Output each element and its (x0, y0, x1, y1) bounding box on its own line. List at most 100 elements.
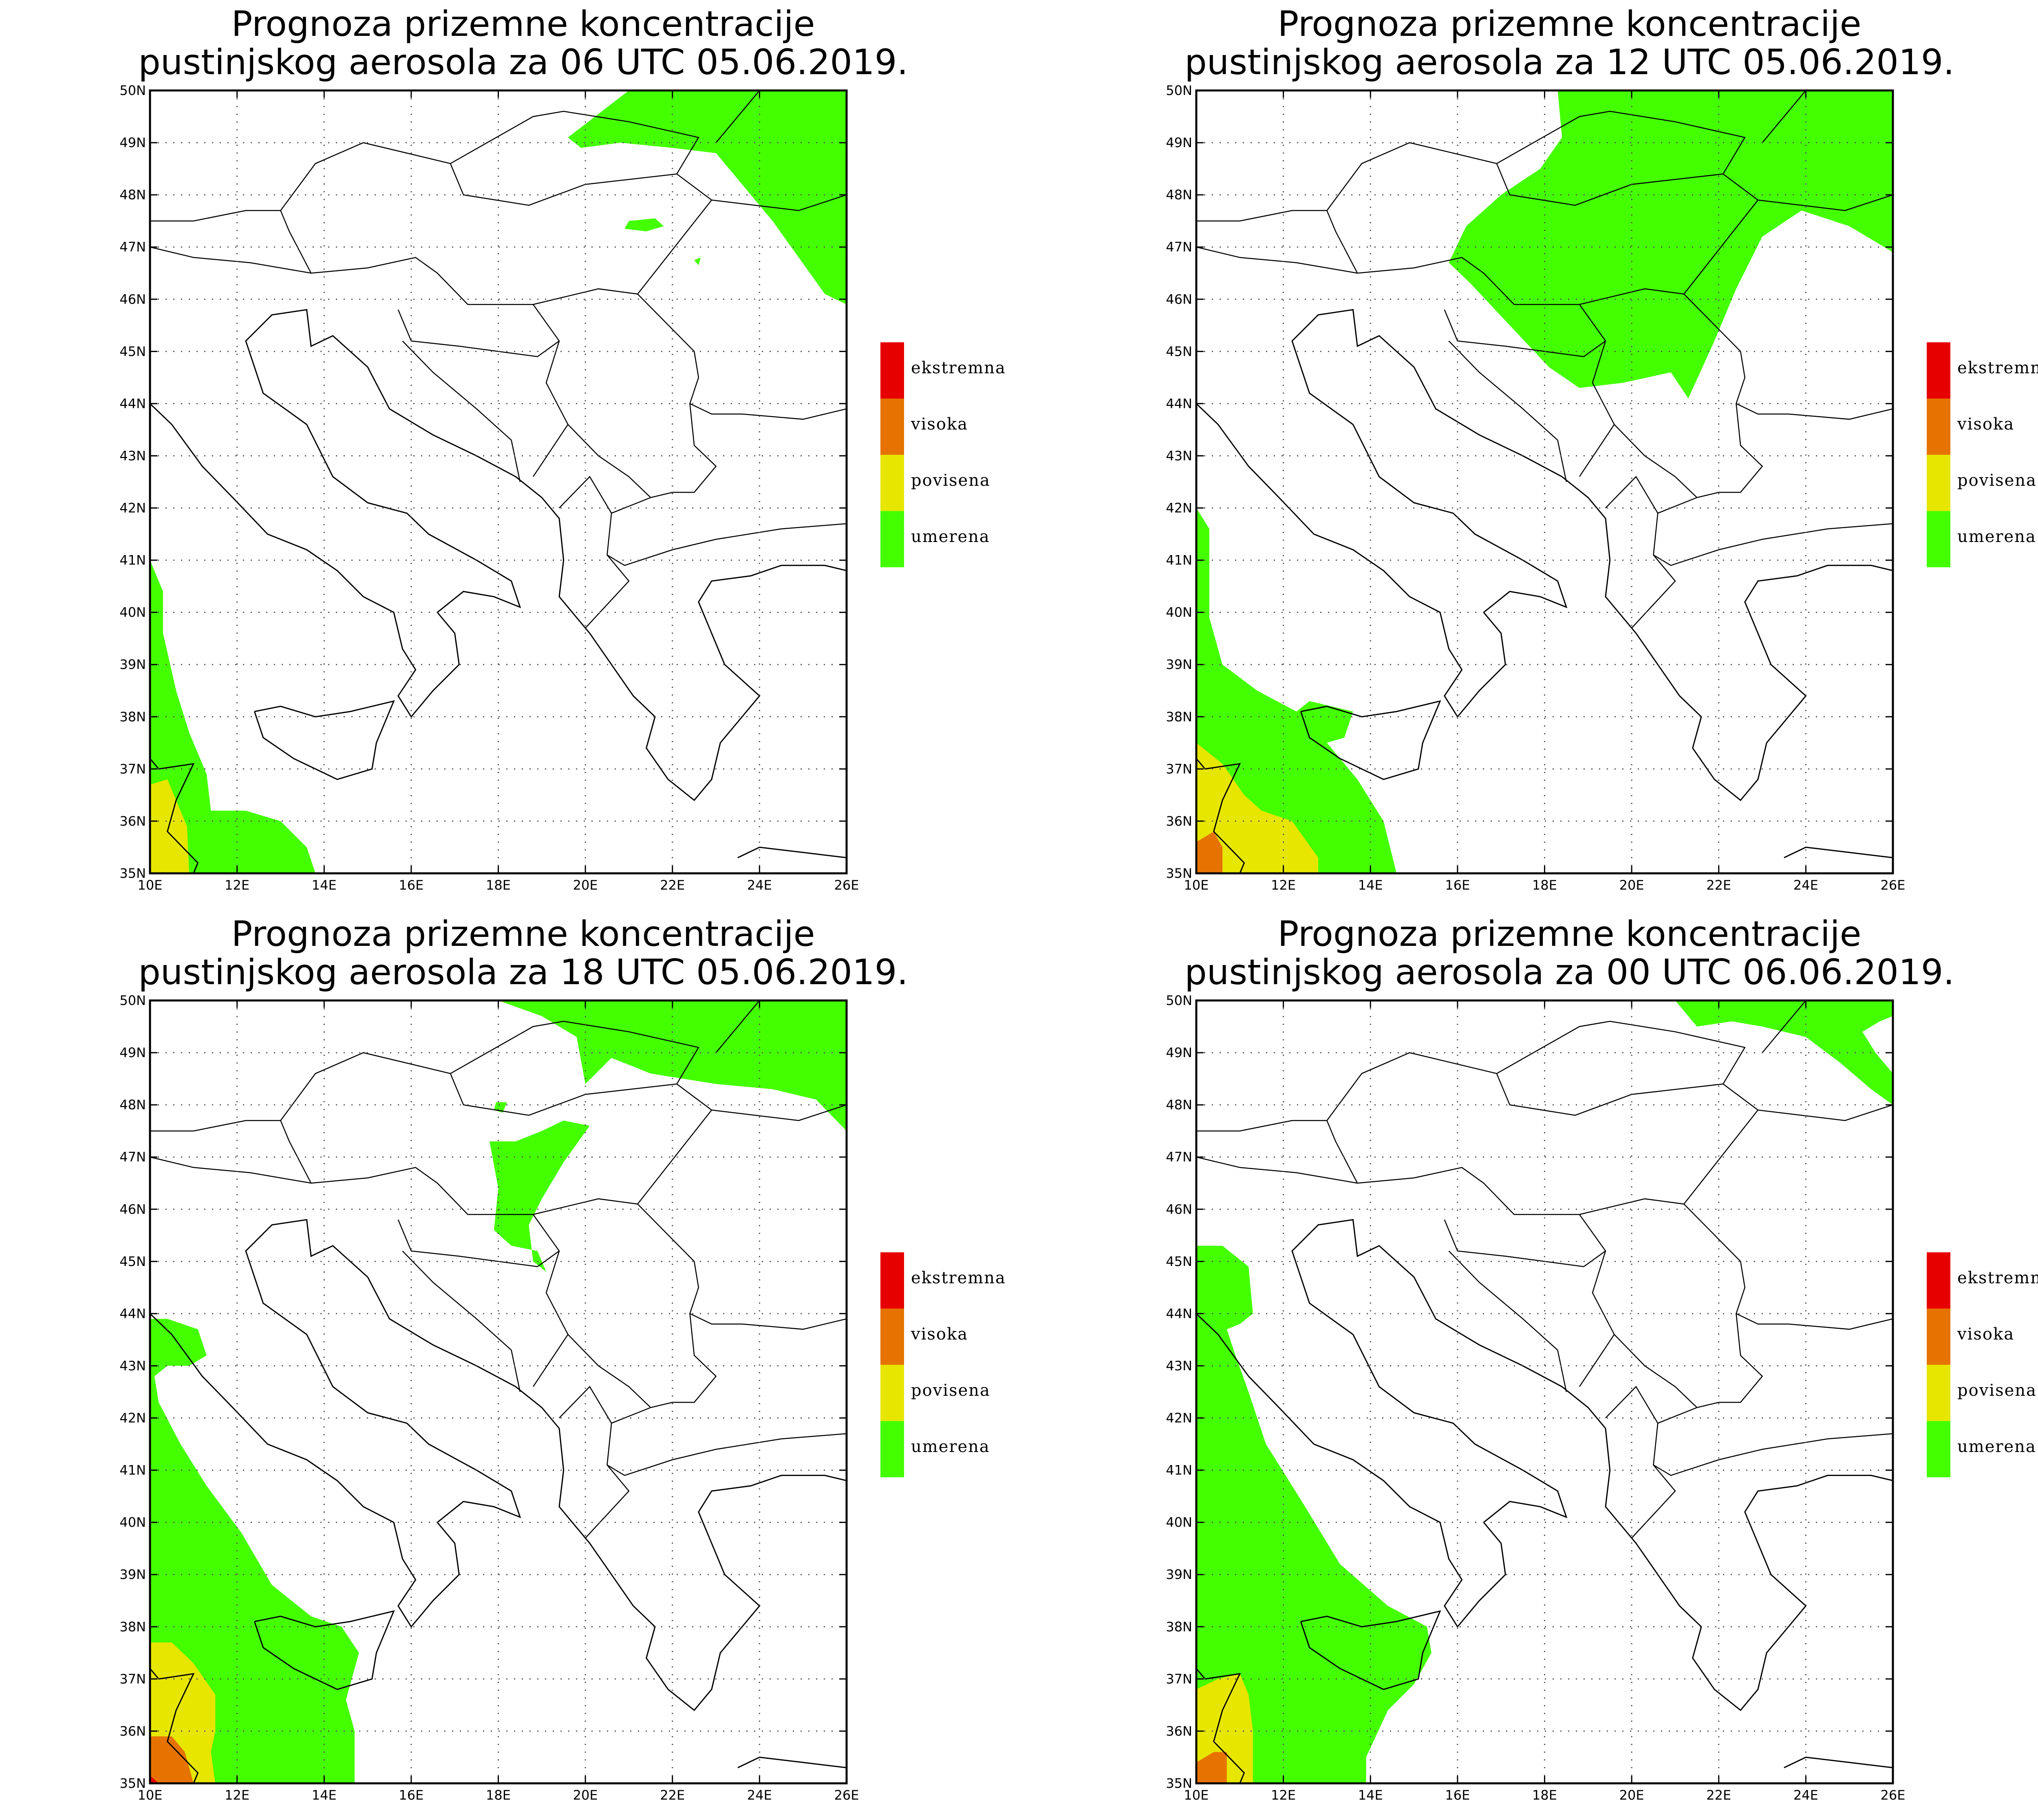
country-border (585, 1464, 630, 1538)
map-frame (149, 89, 848, 875)
country-border (559, 1386, 612, 1423)
lat-label: 47N (119, 239, 146, 255)
lon-label: 18E (1532, 877, 1557, 893)
coastline (254, 1610, 395, 1690)
lat-label: 45N (1166, 1254, 1192, 1269)
legend-label-povisena: povisena (911, 471, 990, 490)
lon-label: 12E (225, 1787, 249, 1803)
legend-label-visoka: visoka (1957, 415, 2015, 434)
lat-label: 37N (1166, 1671, 1192, 1687)
legend-swatch-povisena (880, 1365, 904, 1421)
legend-label-umerena: umerena (911, 1437, 990, 1456)
area-umerena (694, 257, 701, 265)
forecast-panel: Prognoza prizemne koncentracije pustinjs… (0, 910, 1046, 1820)
lon-label: 10E (1184, 877, 1209, 893)
country-border (1653, 403, 1893, 566)
country-border (1448, 340, 1567, 482)
lat-label: 40N (119, 605, 146, 620)
lon-label: 24E (747, 1787, 772, 1803)
country-border (1631, 1464, 1676, 1538)
lat-label: 37N (1166, 761, 1192, 777)
area-visoka (1196, 831, 1223, 873)
lat-label: 48N (119, 1097, 146, 1113)
title-line-1: Prognoza prizemne koncentracije (231, 4, 815, 44)
map-plot: 35N 36N 37N 38N 39N 40N 41N 42N 43N 44N 45N 46N 47N 4… (1166, 993, 1906, 1803)
title-line-1: Prognoza prizemne koncentracije (1277, 914, 1862, 954)
country-border (402, 1250, 521, 1392)
lon-label: 18E (486, 1787, 511, 1803)
country-border (450, 110, 699, 174)
panel-title: Prognoza prizemne koncentracije pustinjs… (0, 915, 1046, 992)
lat-label: 46N (1166, 1201, 1192, 1217)
country-border (402, 340, 521, 482)
country-border (1653, 1313, 1893, 1476)
title-line-1: Prognoza prizemne koncentracije (1277, 4, 1862, 44)
country-border (280, 1052, 712, 1215)
legend-swatch-povisena (1927, 455, 1950, 511)
map-plot: 35N 36N 37N 38N 39N 40N 41N 42N 43N 44N 45N 46N 47N 4… (119, 993, 859, 1803)
legend-swatch-ekstremna (1927, 1252, 1950, 1309)
panel-title: Prognoza prizemne koncentracije pustinjs… (1046, 915, 2038, 992)
lat-label: 50N (119, 83, 146, 98)
lat-label: 43N (1166, 1358, 1192, 1373)
lon-label: 20E (1619, 877, 1644, 893)
legend-label-umerena: umerena (911, 527, 990, 546)
lat-label: 41N (1166, 553, 1192, 568)
legend: ekstremna visoka povisena umerena (1927, 342, 2038, 571)
lat-label: 39N (1166, 1567, 1192, 1582)
lat-label: 37N (119, 761, 146, 777)
lon-label: 10E (1184, 1787, 1209, 1803)
lat-label: 42N (119, 500, 146, 516)
forecast-panel: Prognoza prizemne koncentracije pustinjs… (1046, 0, 2038, 910)
lat-label: 49N (119, 135, 146, 150)
legend-swatch-umerena (880, 511, 904, 567)
country-border (1444, 1219, 1606, 1267)
coastline (1784, 846, 1893, 859)
lat-label: 39N (119, 1567, 146, 1582)
country-border (150, 1120, 312, 1183)
legend-label-ekstremna: ekstremna (1957, 1269, 2038, 1287)
legend: ekstremna visoka povisena umerena (880, 342, 1043, 571)
coastline (150, 1219, 847, 1711)
legend: ekstremna visoka povisena umerena (1927, 1252, 2038, 1481)
area-povisena (1196, 743, 1319, 873)
lat-label: 49N (1166, 1045, 1192, 1060)
legend-swatch-visoka (1927, 399, 1950, 455)
country-border (1762, 1000, 1806, 1053)
legend-swatch-umerena (1927, 511, 1950, 567)
lat-label: 46N (119, 291, 146, 307)
area-umerena (498, 1000, 847, 1131)
country-border (1631, 554, 1676, 628)
lat-label: 44N (1166, 396, 1192, 411)
lat-label: 36N (1166, 1723, 1192, 1739)
legend-label-visoka: visoka (1957, 1325, 2015, 1344)
country-border (567, 424, 651, 498)
legend-label-umerena: umerena (1957, 1437, 2036, 1456)
lon-label: 22E (660, 1787, 685, 1803)
area-umerena (1196, 508, 1397, 873)
legend-swatch-ekstremna (880, 1252, 904, 1309)
lat-label: 38N (119, 1619, 146, 1635)
lat-label: 45N (119, 1254, 146, 1269)
country-border (1605, 476, 1659, 513)
lon-label: 22E (1706, 877, 1731, 893)
lat-label: 38N (1166, 709, 1192, 725)
coastline (1196, 309, 1893, 801)
area-umerena (150, 1319, 359, 1783)
lat-label: 45N (1166, 344, 1192, 359)
country-border (1605, 1386, 1659, 1423)
lat-label: 41N (119, 1463, 146, 1478)
country-border (1196, 1120, 1358, 1183)
title-line-2: pustinjskog aerosola za 18 UTC 05.06.201… (138, 952, 908, 993)
lat-label: 46N (119, 1201, 146, 1217)
map-plot: 35N 36N 37N 38N 39N 40N 41N 42N 43N 44N 45N 46N 47N 4… (119, 83, 859, 893)
lat-label: 39N (119, 657, 146, 672)
area-umerena (1675, 1000, 1893, 1105)
legend-swatch-povisena (880, 455, 904, 511)
legend-label-ekstremna: ekstremna (1957, 359, 2038, 377)
lon-label: 26E (1881, 1787, 1906, 1803)
legend-label-povisena: povisena (1957, 1381, 2037, 1400)
area-visoka (1196, 1752, 1227, 1783)
area-umerena (1449, 90, 1893, 399)
area-umerena (568, 90, 847, 305)
